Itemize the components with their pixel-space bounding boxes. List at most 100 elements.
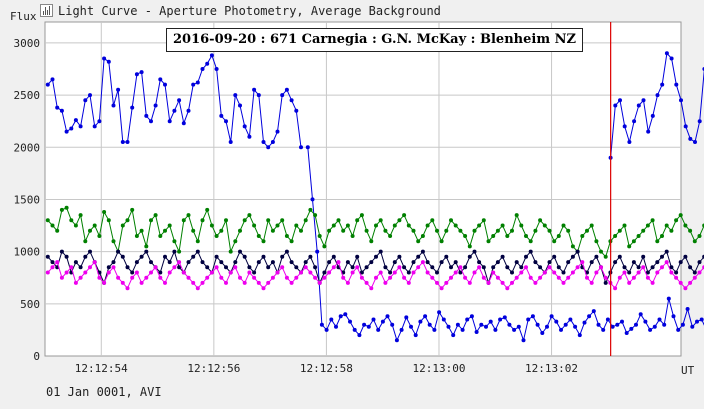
data-point	[547, 228, 552, 233]
window-title: Light Curve - Aperture Photometry, Avera…	[58, 4, 441, 18]
data-point	[561, 270, 566, 275]
data-point	[172, 239, 177, 244]
data-point	[308, 270, 313, 275]
data-point	[78, 124, 83, 129]
data-point	[167, 119, 172, 124]
data-point	[627, 140, 632, 144]
data-point	[439, 239, 444, 244]
data-point	[587, 314, 592, 319]
data-point	[453, 270, 458, 275]
data-point	[120, 280, 125, 285]
data-point	[219, 260, 224, 265]
data-point	[549, 314, 554, 319]
data-point	[420, 234, 425, 238]
data-point	[477, 260, 482, 265]
data-point	[575, 249, 580, 254]
data-point	[195, 80, 200, 85]
data-point	[45, 254, 50, 259]
data-point	[641, 254, 646, 259]
data-point	[209, 270, 214, 275]
data-point	[88, 249, 92, 254]
data-point	[538, 265, 543, 270]
data-point	[313, 213, 318, 218]
data-point	[683, 286, 688, 291]
data-point	[214, 67, 219, 71]
data-point	[613, 260, 618, 265]
data-point	[125, 218, 130, 223]
data-point	[167, 270, 172, 275]
data-point	[106, 59, 111, 64]
data-point	[284, 275, 289, 280]
data-point	[510, 280, 514, 285]
data-point	[552, 239, 557, 244]
data-point	[319, 322, 324, 327]
data-point	[613, 103, 618, 108]
data-point	[655, 239, 660, 244]
data-point	[627, 244, 632, 249]
data-point	[631, 239, 636, 244]
data-point	[83, 270, 88, 275]
y-axis-label: Flux	[10, 10, 37, 23]
data-point	[64, 270, 69, 275]
data-point	[411, 228, 416, 233]
data-point	[430, 275, 435, 280]
data-point	[139, 228, 144, 233]
data-point	[153, 213, 158, 218]
data-point	[305, 145, 310, 150]
data-point	[641, 228, 646, 233]
data-point	[453, 260, 458, 265]
data-point	[688, 280, 693, 285]
data-point	[378, 270, 383, 275]
data-point	[603, 254, 608, 259]
data-point	[617, 254, 622, 259]
data-point	[692, 275, 697, 280]
data-point	[650, 280, 655, 285]
data-point	[362, 322, 367, 327]
data-point	[638, 312, 643, 317]
data-point	[83, 239, 88, 244]
data-point	[528, 239, 533, 244]
data-point	[45, 218, 50, 223]
data-point	[688, 136, 693, 141]
data-point	[505, 286, 510, 291]
data-point	[636, 234, 641, 238]
data-point	[172, 249, 177, 254]
light-curve-icon[interactable]	[40, 4, 53, 17]
data-point	[664, 223, 669, 228]
data-point	[481, 218, 486, 223]
data-point	[664, 249, 669, 254]
data-point	[441, 317, 446, 322]
data-point	[275, 129, 280, 134]
data-point	[699, 317, 704, 322]
data-point	[554, 319, 559, 324]
data-point	[336, 218, 341, 223]
data-point	[390, 322, 395, 327]
data-point	[683, 223, 688, 228]
data-point	[669, 270, 674, 275]
data-point	[589, 260, 594, 265]
data-point	[679, 98, 683, 103]
data-point	[570, 244, 575, 249]
data-point	[383, 280, 388, 285]
data-point	[660, 234, 664, 238]
data-point	[111, 103, 116, 108]
data-point	[491, 265, 496, 270]
data-point	[380, 319, 385, 324]
data-point	[650, 265, 655, 270]
data-point	[73, 260, 78, 265]
data-point	[505, 234, 510, 238]
data-point	[205, 207, 210, 212]
data-point	[345, 280, 350, 285]
data-point	[655, 270, 660, 275]
data-point	[153, 103, 158, 108]
data-point	[510, 270, 514, 275]
data-point	[252, 275, 257, 280]
data-point	[111, 260, 116, 265]
data-point	[540, 331, 545, 335]
data-point	[102, 56, 107, 61]
data-point	[646, 129, 651, 134]
data-point	[488, 319, 493, 324]
data-point	[514, 275, 519, 280]
data-point	[500, 223, 505, 228]
data-point	[59, 275, 64, 280]
